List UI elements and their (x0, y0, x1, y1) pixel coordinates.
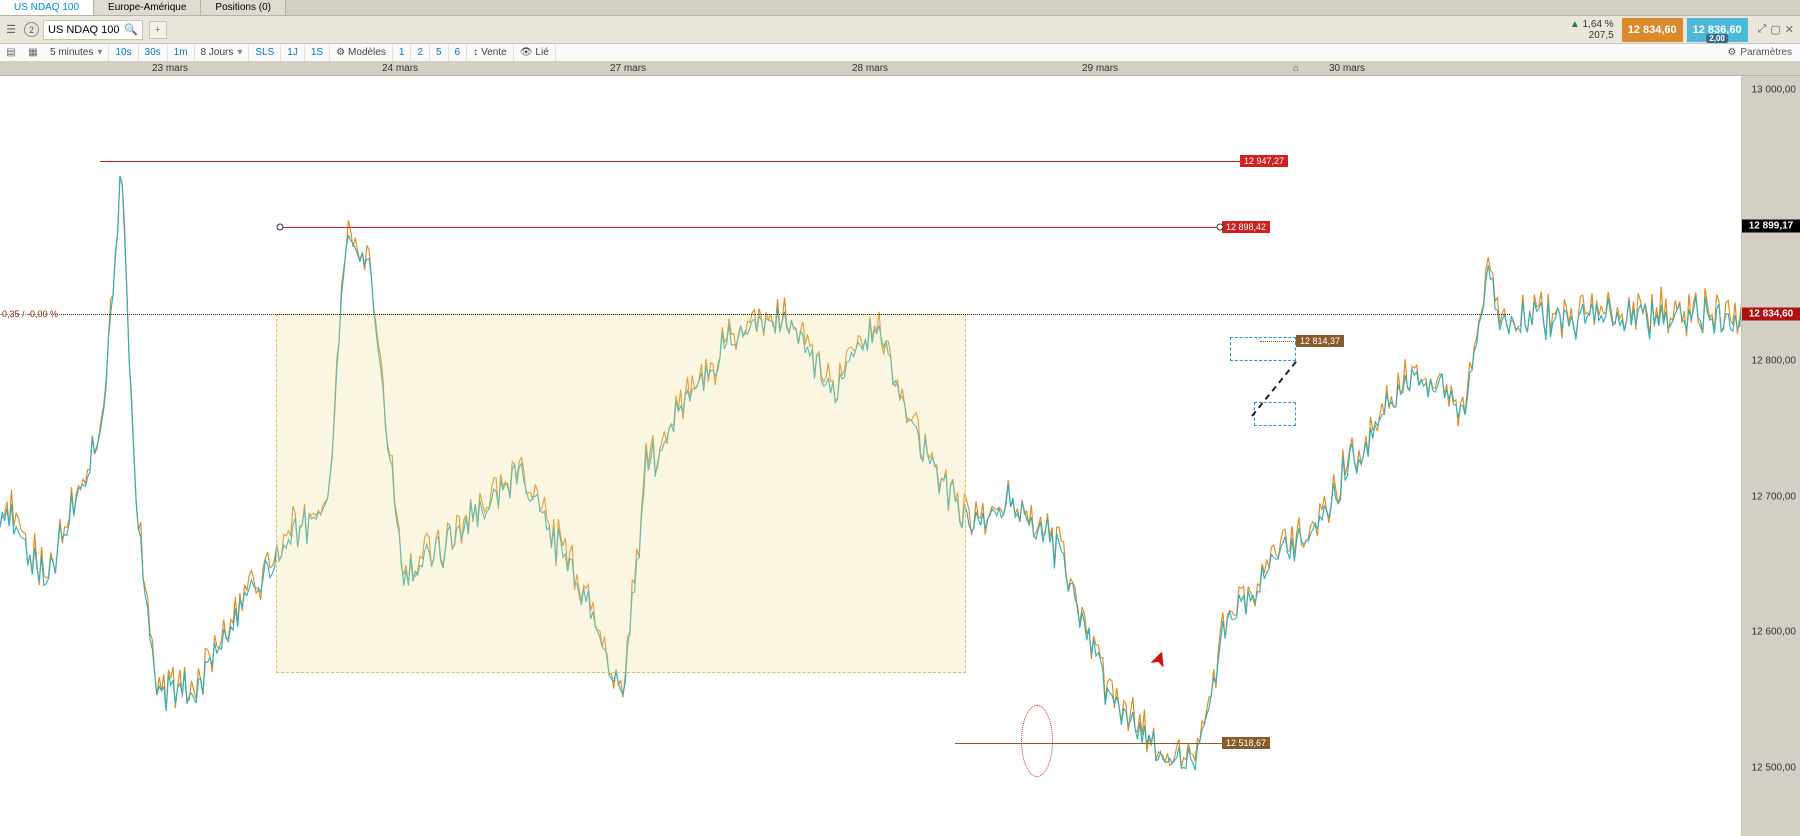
toolbar-btn-1s[interactable]: 1S (305, 44, 330, 61)
y-tick: 12 899,17 (1742, 220, 1800, 233)
toolbar-btn-2[interactable]: 2 (411, 44, 430, 61)
chart-toolbar: ▤ ▦ 5 minutes ▾ 10s30s1m 8 Jours ▾ SLS1J… (0, 44, 1800, 62)
sell-button[interactable]: ↕Vente (467, 44, 514, 61)
maximize-icon[interactable]: ▢ (1770, 23, 1780, 36)
y-tick: 12 700,00 (1752, 491, 1797, 502)
gear-icon: ⚙ (1727, 47, 1736, 58)
line-price-tag: 12 898,42 (1222, 221, 1270, 233)
range-rectangle[interactable] (276, 314, 966, 674)
instrument-search-input[interactable] (48, 24, 122, 36)
date-tick: 30 mars (1329, 63, 1365, 74)
y-tick: 13 000,00 (1752, 84, 1797, 95)
target-box[interactable] (1230, 337, 1296, 361)
toolbar-btn-1j[interactable]: 1J (281, 44, 305, 61)
line-price-tag: 12 518,67 (1222, 737, 1270, 749)
layout-list-icon[interactable]: ▤ (2, 44, 20, 62)
range-select[interactable]: 8 Jours ▾ (195, 44, 250, 61)
tab-europe-am-rique[interactable]: Europe-Amérique (94, 0, 201, 15)
instrument-count-badge: 2 (24, 22, 39, 37)
y-tick: 12 834,60 (1742, 308, 1800, 321)
y-axis[interactable]: 13 000,00 12 899,17 12 834,60 12 800,00 12 7… (1742, 76, 1800, 836)
bid-price[interactable]: 12 834,60 (1622, 18, 1683, 42)
detach-icon[interactable]: ⤢ (1758, 23, 1767, 36)
date-axis: ⌂ 23 mars 24 mars 27 mars 28 mars 29 mars 30 … (0, 62, 1800, 76)
line-handle[interactable] (1217, 224, 1224, 231)
add-tab-button[interactable]: + (149, 21, 167, 39)
line-price-tag: 12 814,37 (1296, 335, 1344, 347)
home-marker-icon[interactable]: ⌂ (1293, 63, 1303, 71)
toolbar-btn-10s[interactable]: 10s (109, 44, 138, 61)
change-percent: ▲ 1,64 % 207,5 (1570, 19, 1618, 41)
baseline-label: 0,35 / -0,00 % (0, 309, 60, 319)
y-tick: 12 500,00 (1752, 763, 1797, 774)
tab-us-ndaq-100[interactable]: US NDAQ 100 (0, 0, 94, 15)
horizontal-line[interactable] (100, 161, 1240, 162)
tab-positions-0-[interactable]: Positions (0) (201, 0, 286, 15)
toolbar-btn-sls[interactable]: SLS (249, 44, 281, 61)
date-tick: 23 mars (152, 63, 188, 74)
parameters-button[interactable]: ⚙ Paramètres (1719, 47, 1800, 58)
menu-icon[interactable]: ☰ (2, 21, 20, 39)
tab-bar: US NDAQ 100Europe-AmériquePositions (0) (0, 0, 1800, 16)
y-tick: 12 800,00 (1752, 356, 1797, 367)
line-price-tag: 12 947,27 (1240, 155, 1288, 167)
layout-grid-icon[interactable]: ▦ (24, 44, 42, 62)
linked-button[interactable]: 👁Lié (514, 44, 556, 61)
date-tick: 28 mars (852, 63, 888, 74)
toolbar-btn-6[interactable]: 6 (449, 44, 468, 61)
horizontal-line[interactable] (0, 314, 1510, 315)
chart-canvas[interactable]: 12 947,27 12 898,42 12 518,67 12 814,37 0,35… (0, 76, 1742, 836)
y-tick: 12 600,00 (1752, 627, 1797, 638)
close-icon[interactable]: ✕ (1785, 23, 1794, 36)
tab-spacer (286, 0, 1800, 15)
date-tick: 29 mars (1082, 63, 1118, 74)
models-button[interactable]: ⚙Modèles (330, 44, 393, 61)
date-tick: 24 mars (382, 63, 418, 74)
highlight-ellipse[interactable] (1021, 705, 1053, 777)
toolbar-btn-1[interactable]: 1 (393, 44, 412, 61)
search-icon[interactable]: 🔍 (124, 23, 138, 36)
toolbar-btn-1m[interactable]: 1m (168, 44, 195, 61)
timeframe-select[interactable]: 5 minutes ▾ (44, 44, 109, 61)
window-controls: ⤢ ▢ ✕ (1758, 23, 1794, 36)
horizontal-line[interactable] (280, 227, 1220, 228)
toolbar-btn-5[interactable]: 5 (430, 44, 449, 61)
date-tick: 27 mars (610, 63, 646, 74)
horizontal-line[interactable] (955, 743, 1260, 744)
instrument-search[interactable]: 🔍 (43, 20, 143, 40)
instrument-bar: ☰ 2 🔍 + ▲ 1,64 % 207,5 12 834,60 12 836,… (0, 16, 1800, 44)
line-handle[interactable] (277, 224, 284, 231)
toolbar-btn-30s[interactable]: 30s (139, 44, 168, 61)
spread-badge: 2,00 (1706, 34, 1728, 43)
ask-price[interactable]: 12 836,60 2,00 (1687, 18, 1748, 42)
chart-area: 12 947,27 12 898,42 12 518,67 12 814,37 0,35… (0, 76, 1800, 836)
